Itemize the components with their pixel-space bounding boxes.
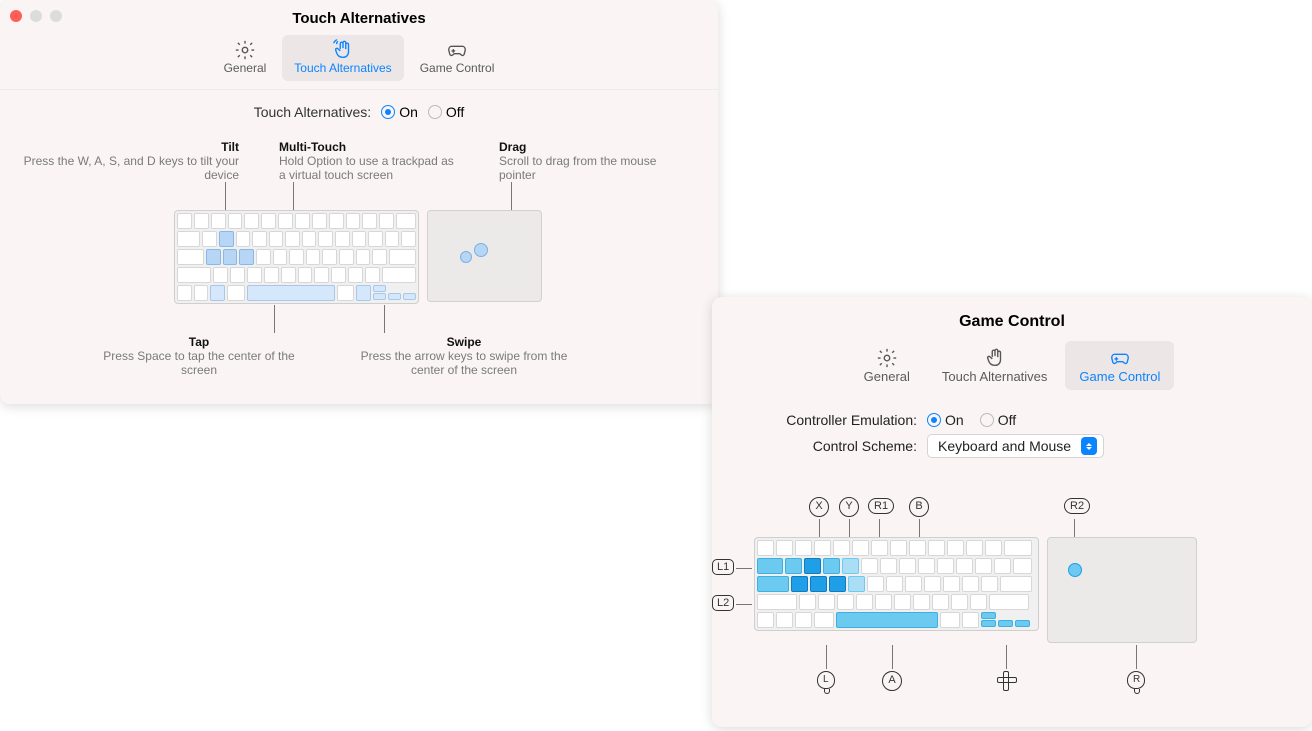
touch-alternatives-toggle-row: Touch Alternatives: On Off <box>0 104 718 120</box>
game-control-window: Game Control General Touch Alternatives … <box>712 297 1312 727</box>
tab-game-control[interactable]: Game Control <box>408 35 507 81</box>
badge-l: L <box>819 673 833 686</box>
leader-line <box>826 645 827 669</box>
trackpad-illustration <box>427 210 542 302</box>
tab-general[interactable]: General <box>212 35 279 81</box>
tab-label: General <box>224 61 267 75</box>
badge-b: B <box>909 497 929 517</box>
close-icon[interactable] <box>10 10 22 22</box>
tab-label: Touch Alternatives <box>942 369 1048 384</box>
tab-label: Game Control <box>1079 369 1160 384</box>
zoom-icon[interactable] <box>50 10 62 22</box>
window-title: Touch Alternatives <box>0 0 718 27</box>
minimize-icon[interactable] <box>30 10 42 22</box>
scheme-label: Control Scheme: <box>712 438 927 454</box>
trackpad-illustration <box>1047 537 1197 643</box>
leader-line <box>274 305 275 333</box>
preferences-tabbar: General Touch Alternatives Game Control <box>0 35 718 90</box>
tab-touch-alternatives[interactable]: Touch Alternatives <box>928 341 1062 390</box>
leader-line <box>384 305 385 333</box>
emulation-label: Controller Emulation: <box>712 412 927 428</box>
badge-r2: R2 <box>1064 498 1090 514</box>
callout-multitouch: Multi-Touch Hold Option to use a trackpa… <box>279 140 459 182</box>
touch-hand-icon <box>984 347 1006 369</box>
tab-game-control[interactable]: Game Control <box>1065 341 1174 390</box>
badge-x: X <box>809 497 829 517</box>
tab-label: Touch Alternatives <box>294 61 391 75</box>
toggle-label: Touch Alternatives: <box>254 104 372 120</box>
badge-r: R <box>1129 673 1144 686</box>
radio-label: Off <box>446 104 464 120</box>
leader-line <box>736 604 752 605</box>
touch-hand-icon <box>332 39 354 61</box>
radio-label: On <box>399 104 418 120</box>
tab-general[interactable]: General <box>850 341 924 390</box>
radio-off[interactable]: Off <box>428 104 464 120</box>
game-control-form: Controller Emulation: On Off Control Sch… <box>712 412 1312 458</box>
radio-on[interactable]: On <box>927 412 964 428</box>
keyboard-illustration <box>754 537 1039 631</box>
tab-touch-alternatives[interactable]: Touch Alternatives <box>282 35 403 81</box>
leader-line <box>892 645 893 669</box>
radio-off[interactable]: Off <box>980 412 1016 428</box>
stepper-arrows-icon <box>1081 437 1097 455</box>
gear-icon <box>234 39 256 61</box>
tab-label: General <box>864 369 910 384</box>
gear-icon <box>876 347 898 369</box>
badge-r1: R1 <box>868 498 894 514</box>
badge-y: Y <box>839 497 859 517</box>
badge-l1: L1 <box>712 559 734 575</box>
callout-tilt: Tilt Press the W, A, S, and D keys to ti… <box>0 140 239 182</box>
guide-diagram: Tilt Press the W, A, S, and D keys to ti… <box>49 140 669 400</box>
tab-label: Game Control <box>420 61 495 75</box>
gamepad-icon <box>446 39 468 61</box>
touch-alternatives-window: Touch Alternatives General Touch Alterna… <box>0 0 718 404</box>
callout-swipe: Swipe Press the arrow keys to swipe from… <box>359 335 569 377</box>
callout-drag: Drag Scroll to drag from the mouse point… <box>499 140 659 182</box>
badge-a: A <box>882 671 902 691</box>
badge-dpad-icon <box>997 671 1015 689</box>
radio-on[interactable]: On <box>381 104 418 120</box>
leader-line <box>736 568 752 569</box>
scheme-select[interactable]: Keyboard and Mouse <box>927 434 1104 458</box>
leader-line <box>1136 645 1137 669</box>
window-title: Game Control <box>712 297 1312 331</box>
preferences-tabbar: General Touch Alternatives Game Control <box>712 341 1312 398</box>
callout-tap: Tap Press Space to tap the center of the… <box>99 335 299 377</box>
badge-l2: L2 <box>712 595 734 611</box>
leader-line <box>1006 645 1007 669</box>
window-traffic-lights <box>10 10 62 22</box>
radio-label: On <box>945 412 964 428</box>
select-value: Keyboard and Mouse <box>938 438 1071 454</box>
keyboard-illustration <box>174 210 419 304</box>
radio-label: Off <box>998 412 1016 428</box>
gamepad-icon <box>1109 347 1131 369</box>
